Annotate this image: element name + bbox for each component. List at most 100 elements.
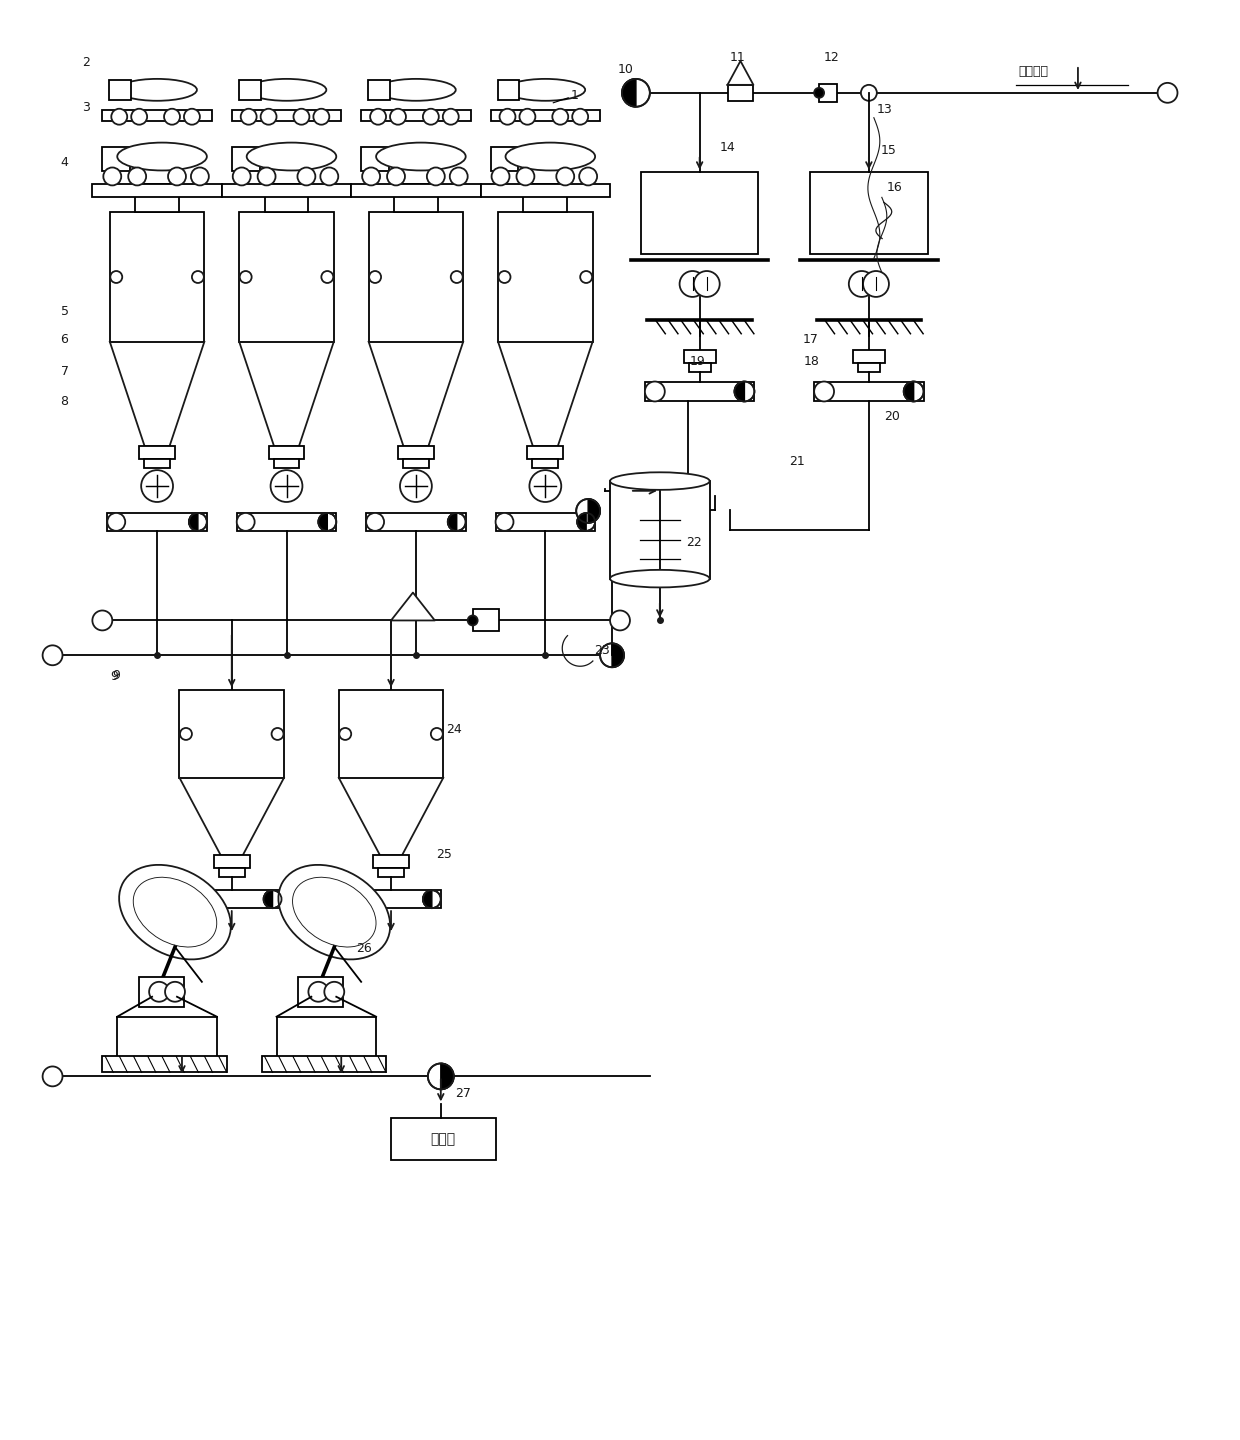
- Ellipse shape: [119, 865, 231, 959]
- Circle shape: [272, 729, 284, 740]
- Bar: [182, 890, 281, 909]
- Circle shape: [610, 611, 630, 631]
- Text: 11: 11: [729, 52, 745, 65]
- Circle shape: [496, 513, 513, 531]
- Circle shape: [680, 271, 706, 297]
- Text: 13: 13: [877, 104, 893, 117]
- Bar: [491, 147, 518, 171]
- Circle shape: [241, 109, 257, 125]
- Bar: [144, 459, 170, 468]
- Circle shape: [500, 109, 516, 125]
- Bar: [378, 868, 404, 877]
- Bar: [213, 855, 249, 868]
- Circle shape: [128, 167, 146, 186]
- Bar: [239, 79, 260, 99]
- Ellipse shape: [610, 570, 709, 588]
- Text: 3: 3: [82, 101, 91, 114]
- Circle shape: [520, 109, 536, 125]
- Circle shape: [92, 611, 113, 631]
- Bar: [398, 446, 434, 459]
- Text: 10: 10: [618, 63, 634, 76]
- Circle shape: [387, 167, 405, 186]
- Bar: [373, 855, 409, 868]
- Bar: [108, 513, 207, 531]
- Circle shape: [182, 890, 200, 909]
- Circle shape: [557, 167, 574, 186]
- Text: 6: 6: [61, 333, 68, 346]
- Text: 24: 24: [446, 723, 461, 736]
- Circle shape: [423, 109, 439, 125]
- Ellipse shape: [376, 143, 466, 170]
- Circle shape: [600, 644, 624, 667]
- Circle shape: [239, 271, 252, 284]
- Circle shape: [849, 271, 874, 297]
- Circle shape: [391, 109, 405, 125]
- Circle shape: [141, 469, 174, 503]
- Text: 19: 19: [689, 356, 706, 369]
- Circle shape: [112, 109, 128, 125]
- Polygon shape: [188, 513, 198, 531]
- Circle shape: [314, 109, 330, 125]
- Polygon shape: [728, 60, 754, 85]
- Circle shape: [577, 500, 600, 523]
- Bar: [264, 184, 309, 212]
- Circle shape: [164, 109, 180, 125]
- Circle shape: [260, 109, 277, 125]
- Circle shape: [529, 469, 562, 503]
- Polygon shape: [440, 1064, 454, 1089]
- Circle shape: [498, 271, 511, 284]
- Circle shape: [861, 85, 877, 101]
- Bar: [361, 109, 471, 121]
- Text: 15: 15: [880, 144, 897, 157]
- Bar: [222, 184, 351, 197]
- Circle shape: [192, 271, 203, 284]
- Bar: [498, 212, 593, 341]
- Circle shape: [430, 729, 443, 740]
- Circle shape: [645, 382, 665, 402]
- Text: 下工序: 下工序: [430, 1132, 455, 1146]
- Circle shape: [491, 167, 510, 186]
- Bar: [237, 513, 336, 531]
- Circle shape: [577, 513, 595, 531]
- Bar: [683, 350, 715, 363]
- Bar: [858, 363, 880, 372]
- Circle shape: [579, 167, 598, 186]
- Ellipse shape: [506, 79, 585, 101]
- Circle shape: [319, 513, 336, 531]
- Circle shape: [448, 513, 466, 531]
- Bar: [532, 459, 558, 468]
- Bar: [299, 976, 343, 1007]
- Ellipse shape: [610, 472, 709, 490]
- Text: 18: 18: [805, 356, 820, 369]
- Bar: [232, 147, 259, 171]
- Text: 5: 5: [61, 305, 68, 318]
- Bar: [497, 79, 520, 99]
- Bar: [103, 1057, 227, 1073]
- Ellipse shape: [506, 143, 595, 170]
- Text: 1: 1: [570, 89, 578, 102]
- Text: 17: 17: [802, 333, 818, 346]
- Bar: [728, 85, 754, 101]
- Bar: [496, 513, 595, 531]
- Bar: [239, 212, 334, 341]
- Polygon shape: [613, 644, 624, 667]
- Polygon shape: [622, 79, 636, 107]
- Circle shape: [180, 729, 192, 740]
- Bar: [527, 446, 563, 459]
- Polygon shape: [904, 382, 914, 402]
- Text: 14: 14: [719, 141, 735, 154]
- Ellipse shape: [247, 79, 326, 101]
- Bar: [391, 1119, 496, 1161]
- Circle shape: [622, 79, 650, 107]
- Circle shape: [904, 382, 924, 402]
- Bar: [232, 109, 341, 121]
- Circle shape: [694, 271, 719, 297]
- Circle shape: [233, 167, 250, 186]
- Circle shape: [401, 469, 432, 503]
- Bar: [491, 109, 600, 121]
- Text: 污泥进厂: 污泥进厂: [1018, 65, 1048, 78]
- Text: 16: 16: [887, 181, 903, 194]
- Bar: [135, 184, 179, 212]
- Text: 21: 21: [789, 455, 805, 468]
- Circle shape: [188, 513, 207, 531]
